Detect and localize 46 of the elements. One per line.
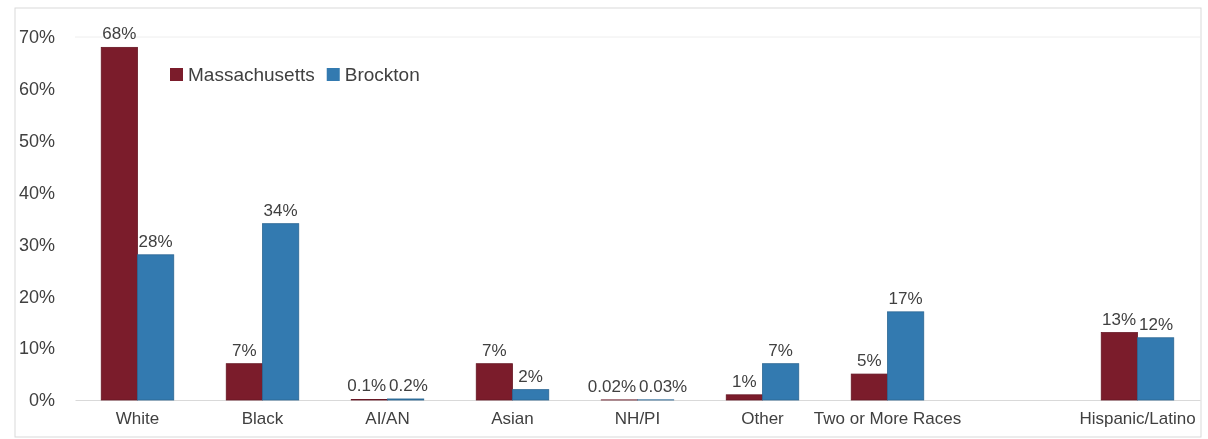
y-tick-label: 10% (18, 338, 55, 359)
y-tick-label: 70% (18, 27, 55, 48)
x-tick-label: Two or More Races (813, 409, 962, 429)
data-label: 7% (482, 340, 507, 360)
data-label: 12% (1139, 314, 1174, 334)
y-tick-label: 20% (18, 286, 55, 307)
data-label: 5% (857, 351, 882, 371)
bar (1137, 337, 1175, 401)
data-label: 28% (138, 231, 173, 251)
data-label: 7% (232, 340, 257, 360)
bar (1100, 332, 1138, 401)
bar (225, 363, 263, 401)
data-label: 1% (732, 371, 757, 391)
data-label: 17% (888, 288, 923, 308)
x-tick-label: AI/AN (365, 409, 410, 429)
bar (137, 254, 175, 401)
x-tick-label: Black (241, 409, 284, 429)
y-tick-label: 60% (18, 79, 55, 100)
bar (887, 311, 925, 401)
bar (850, 373, 888, 401)
bar (725, 394, 763, 401)
bar (762, 363, 800, 401)
y-tick-label: 40% (18, 182, 55, 203)
data-label: 0.2% (389, 375, 428, 395)
legend-label: Brockton (344, 64, 420, 85)
bar (475, 363, 513, 401)
legend-label: Massachusetts (188, 64, 315, 85)
bar (100, 46, 138, 401)
bar (262, 223, 300, 401)
data-label: 0.03% (639, 376, 688, 396)
x-tick-label: NH/PI (614, 409, 661, 429)
data-label: 7% (768, 340, 793, 360)
x-tick-label: Other (741, 409, 785, 429)
y-tick-label: 50% (18, 130, 55, 151)
y-tick-label: 30% (18, 234, 55, 255)
x-tick-label: Hispanic/Latino (1079, 409, 1196, 429)
y-tick-label: 0% (28, 390, 55, 411)
data-label: 2% (518, 366, 543, 386)
data-label: 34% (263, 200, 298, 220)
data-label: 0.02% (587, 376, 636, 396)
data-label: 0.1% (347, 376, 386, 396)
data-label: 68% (102, 24, 137, 44)
bar (512, 389, 550, 401)
x-tick-label: White (115, 409, 160, 429)
data-label: 13% (1101, 309, 1136, 329)
x-tick-label: Asian (491, 409, 534, 429)
